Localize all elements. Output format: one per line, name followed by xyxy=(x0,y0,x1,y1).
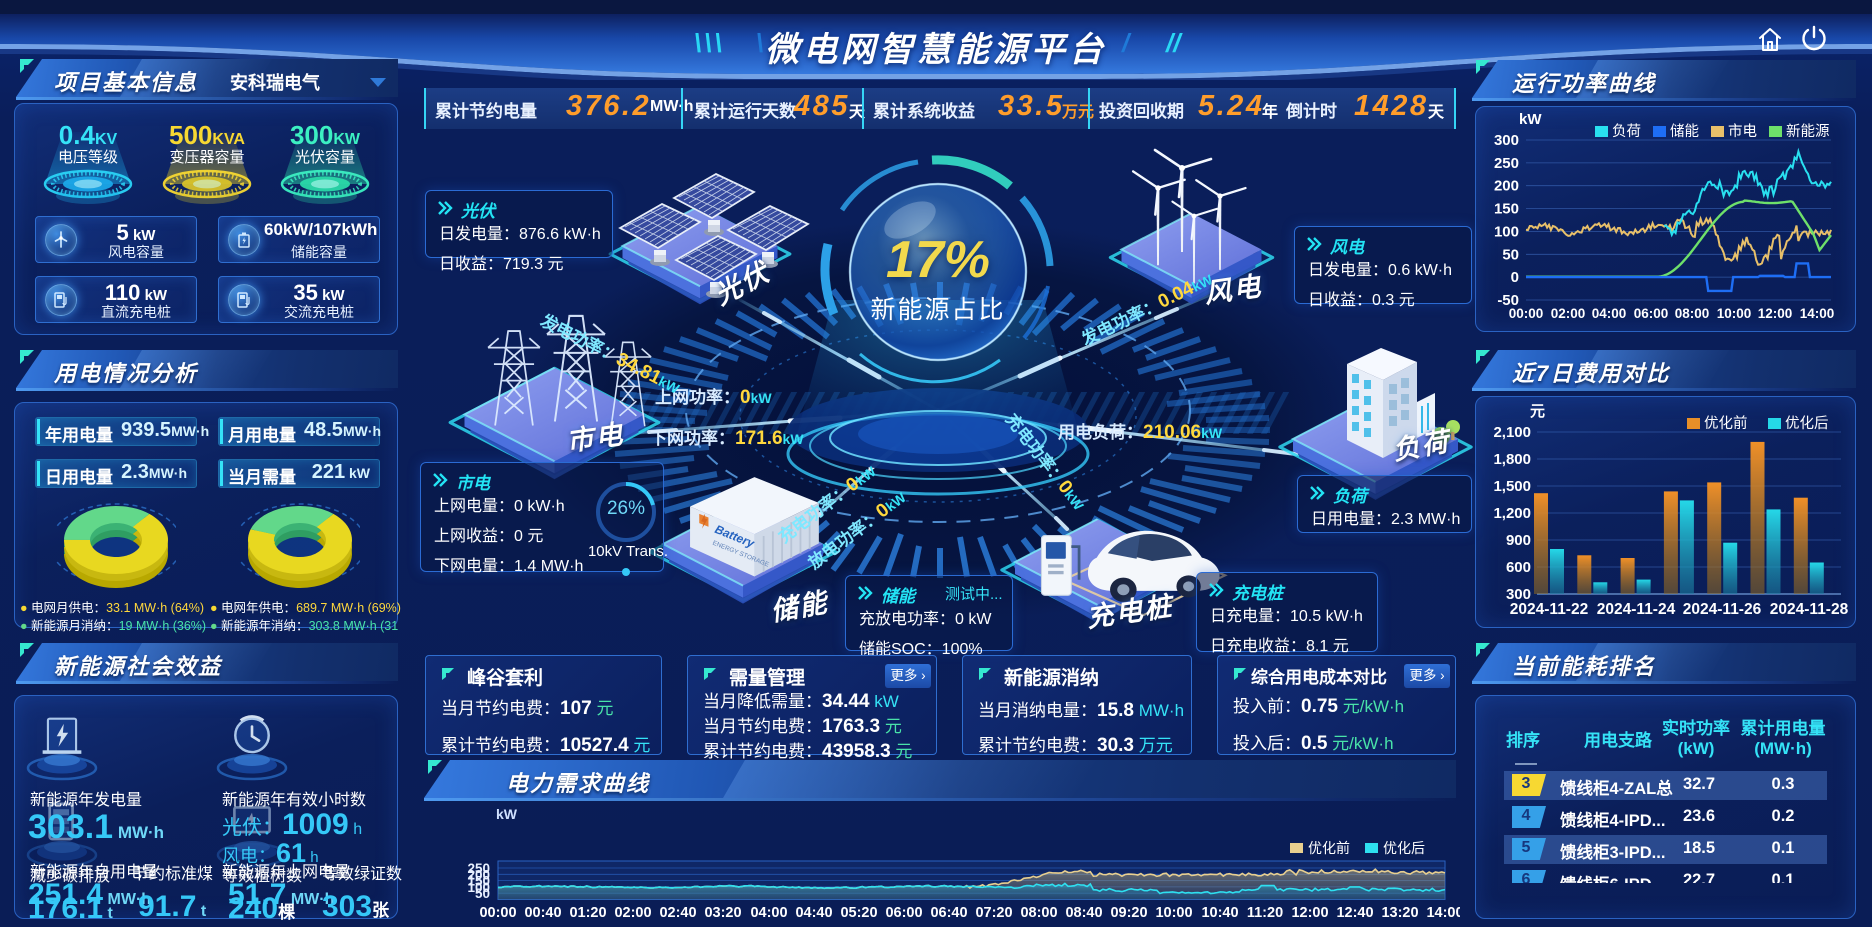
svg-text:600: 600 xyxy=(1506,559,1531,576)
svg-text:1,800: 1,800 xyxy=(1493,451,1531,468)
svg-text:09:20: 09:20 xyxy=(1110,905,1147,921)
svg-text:优化后: 优化后 xyxy=(1383,840,1425,856)
svg-text:250: 250 xyxy=(1494,155,1519,172)
svg-text:14:00: 14:00 xyxy=(1426,905,1460,921)
svg-text:04:00: 04:00 xyxy=(750,905,787,921)
svg-text:50: 50 xyxy=(1502,246,1519,263)
svg-text:50: 50 xyxy=(475,886,490,901)
svg-text:300: 300 xyxy=(1494,132,1519,149)
svg-text:新能源: 新能源 xyxy=(1786,123,1830,140)
svg-text:08:00: 08:00 xyxy=(1020,905,1057,921)
svg-text:1,200: 1,200 xyxy=(1493,505,1531,522)
svg-text:01:20: 01:20 xyxy=(569,905,606,921)
svg-text:10:40: 10:40 xyxy=(1201,905,1238,921)
svg-text:150: 150 xyxy=(467,874,490,889)
svg-text:07:20: 07:20 xyxy=(975,905,1012,921)
svg-text:02:00: 02:00 xyxy=(614,905,651,921)
svg-text:市电: 市电 xyxy=(1728,123,1757,140)
svg-text:2024-11-22: 2024-11-22 xyxy=(1510,601,1588,618)
svg-text:06:40: 06:40 xyxy=(930,905,967,921)
svg-text:00:00: 00:00 xyxy=(1509,306,1544,321)
svg-text:250: 250 xyxy=(467,861,490,876)
svg-text:200: 200 xyxy=(467,867,490,882)
svg-text:0: 0 xyxy=(1511,269,1519,286)
svg-text:04:00: 04:00 xyxy=(1592,306,1627,321)
svg-text:10:00: 10:00 xyxy=(1155,905,1192,921)
svg-text:12:00: 12:00 xyxy=(1758,306,1793,321)
svg-text:02:40: 02:40 xyxy=(659,905,696,921)
svg-text:-50: -50 xyxy=(1497,292,1519,309)
svg-text:2,100: 2,100 xyxy=(1493,424,1531,441)
svg-text:14:00: 14:00 xyxy=(1800,306,1835,321)
svg-text:优化前: 优化前 xyxy=(1308,840,1350,856)
svg-text:08:00: 08:00 xyxy=(1675,306,1710,321)
svg-text:200: 200 xyxy=(1494,178,1519,195)
svg-text:优化后: 优化后 xyxy=(1785,415,1829,432)
svg-text:kW: kW xyxy=(496,806,518,822)
svg-text:13:20: 13:20 xyxy=(1381,905,1418,921)
svg-text:10:00: 10:00 xyxy=(1717,306,1752,321)
svg-text:12:00: 12:00 xyxy=(1291,905,1328,921)
svg-text:00:40: 00:40 xyxy=(524,905,561,921)
svg-text:100: 100 xyxy=(1494,223,1519,240)
svg-text:04:40: 04:40 xyxy=(795,905,832,921)
svg-text:12:40: 12:40 xyxy=(1336,905,1373,921)
svg-text:2024-11-24: 2024-11-24 xyxy=(1597,601,1676,618)
svg-text:元: 元 xyxy=(1530,403,1545,420)
svg-text:1,500: 1,500 xyxy=(1493,478,1531,495)
svg-text:06:00: 06:00 xyxy=(1634,306,1669,321)
svg-text:储能: 储能 xyxy=(1670,123,1699,140)
svg-text:06:00: 06:00 xyxy=(885,905,922,921)
svg-text:02:00: 02:00 xyxy=(1551,306,1586,321)
svg-text:2024-11-28: 2024-11-28 xyxy=(1770,601,1849,618)
svg-text:300: 300 xyxy=(1506,586,1531,603)
svg-text:05:20: 05:20 xyxy=(840,905,877,921)
svg-text:08:40: 08:40 xyxy=(1065,905,1102,921)
svg-text:11:20: 11:20 xyxy=(1247,905,1283,921)
svg-text:00:00: 00:00 xyxy=(479,905,516,921)
svg-text:优化前: 优化前 xyxy=(1704,415,1748,432)
svg-text:负荷: 负荷 xyxy=(1612,123,1641,140)
svg-text:900: 900 xyxy=(1506,532,1531,549)
svg-text:100: 100 xyxy=(467,880,490,895)
svg-text:150: 150 xyxy=(1494,201,1519,218)
svg-text:03:20: 03:20 xyxy=(704,905,741,921)
svg-text:2024-11-26: 2024-11-26 xyxy=(1683,601,1762,618)
svg-text:kW: kW xyxy=(1519,111,1542,128)
